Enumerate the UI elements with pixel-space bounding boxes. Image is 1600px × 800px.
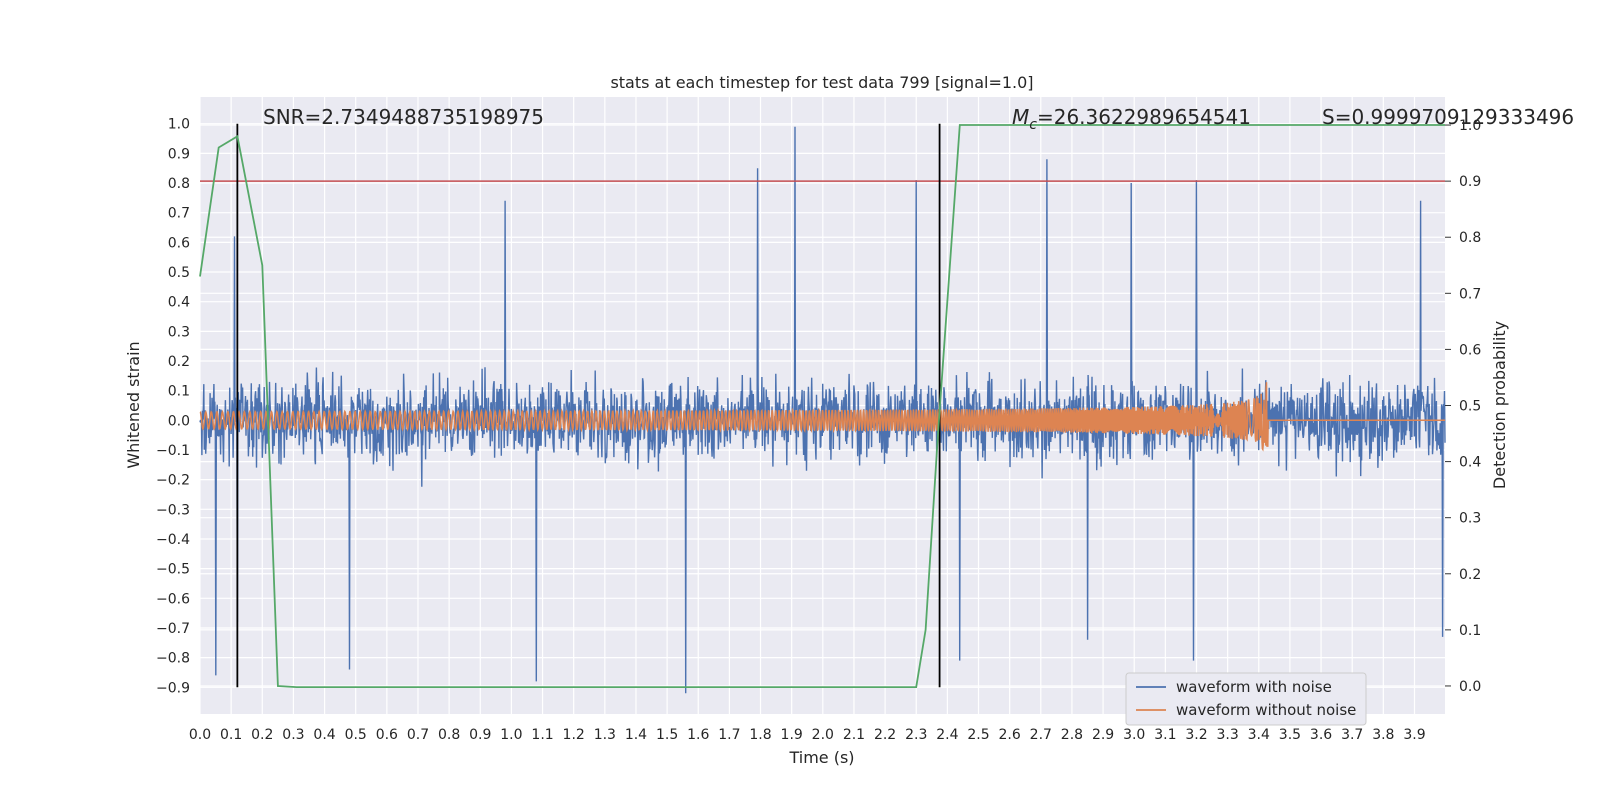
x-tick-label: 2.0	[812, 727, 834, 743]
x-tick-label: 2.2	[874, 727, 896, 743]
x-tick-label: 1.7	[718, 727, 740, 743]
y-tick-label: −0.5	[156, 562, 190, 578]
x-tick-label: 1.5	[656, 727, 678, 743]
x-tick-label: 0.7	[407, 727, 429, 743]
y2-tick-label: 0.4	[1459, 455, 1481, 471]
y2-tick-label: 0.1	[1459, 623, 1481, 639]
x-tick-label: 0.2	[251, 727, 273, 743]
chart-title: stats at each timestep for test data 799…	[610, 73, 1033, 92]
x-tick-label: 1.4	[625, 727, 647, 743]
legend: waveform with noise waveform without noi…	[1125, 672, 1367, 726]
y-tick-label: 0.4	[168, 295, 190, 311]
x-tick-label: 0.3	[282, 727, 304, 743]
y-tick-labels: 1.0 0.9 0.8 0.7 0.6 0.5 0.4 0.3 0.2 0.1 0.0 −0.1 −0.…	[156, 117, 190, 697]
x-tick-label: 2.9	[1092, 727, 1114, 743]
probability-series-line	[199, 124, 1445, 688]
signal-series-line	[199, 382, 1445, 452]
x-tick-label: 3.6	[1310, 727, 1332, 743]
chirp-mass-symbol: M	[1012, 105, 1029, 129]
y2-tick-labels: 1.0 0.9 0.8 0.7 0.6 0.5 0.4 0.3 0.2 0.1 0.0	[1445, 118, 1481, 695]
x-tick-label: 1.0	[500, 727, 522, 743]
x-tick-label: 3.1	[1154, 727, 1176, 743]
x-tick-label: 3.8	[1372, 727, 1394, 743]
x-tick-label: 1.9	[781, 727, 803, 743]
x-tick-label: 0.1	[220, 727, 242, 743]
x-tick-label: 1.6	[687, 727, 709, 743]
y-tick-label: 0.9	[168, 146, 190, 162]
y-tick-label: −0.8	[156, 651, 190, 667]
y-tick-label: −0.7	[156, 621, 190, 637]
y-tick-label: −0.3	[156, 502, 190, 518]
s-annotation: S=0.9999709129333496	[1322, 105, 1574, 129]
y2-tick-label: 1.0	[1459, 118, 1481, 134]
y2-tick-label: 0.7	[1459, 286, 1481, 302]
y2-tick-label: 0.5	[1459, 399, 1481, 415]
x-tick-label: 0.5	[345, 727, 367, 743]
x-tick-label: 2.3	[905, 727, 927, 743]
y-tick-label: −0.6	[156, 591, 190, 607]
chirp-mass-value: =26.3622989654541	[1037, 105, 1251, 129]
y-tick-label: −0.2	[156, 473, 190, 489]
x-tick-label: 3.7	[1341, 727, 1363, 743]
y2-tick-label: 0.9	[1459, 174, 1481, 190]
y-tick-label: 0.7	[168, 206, 190, 222]
y-tick-label: 1.0	[168, 117, 190, 133]
x-tick-label: 0.8	[438, 727, 460, 743]
x-tick-label: 2.5	[967, 727, 989, 743]
y2-axis-label: Detection probability	[1490, 321, 1509, 489]
x-tick-label: 3.2	[1185, 727, 1207, 743]
x-tick-label: 1.1	[531, 727, 553, 743]
x-tick-label: 3.4	[1248, 727, 1270, 743]
legend-label-signal: waveform without noise	[1176, 701, 1356, 719]
x-tick-label: 1.2	[563, 727, 585, 743]
chirp-mass-subscript: c	[1029, 117, 1037, 133]
chirp-mass-annotation: Mc=26.3622989654541	[1012, 105, 1251, 133]
x-tick-label: 0.4	[313, 727, 335, 743]
x-tick-label: 1.8	[749, 727, 771, 743]
y-tick-label: −0.9	[156, 680, 190, 696]
x-tick-label: 0.0	[189, 727, 211, 743]
y-tick-label: 0.2	[168, 354, 190, 370]
x-tick-labels: 0.0 0.1 0.2 0.3 0.4 0.5 0.6 0.7 0.8 0.9 1.0 1.1 1.2 1…	[189, 727, 1426, 743]
legend-label-noise: waveform with noise	[1176, 678, 1332, 696]
y-tick-label: 0.6	[168, 235, 190, 251]
x-tick-label: 0.6	[376, 727, 398, 743]
y2-tick-label: 0.6	[1459, 342, 1481, 358]
y2-tick-label: 0.0	[1459, 679, 1481, 695]
x-tick-label: 3.0	[1123, 727, 1145, 743]
y-tick-label: −0.1	[156, 443, 190, 459]
x-tick-label: 2.7	[1030, 727, 1052, 743]
y-tick-label: 0.3	[168, 324, 190, 340]
x-tick-label: 3.5	[1279, 727, 1301, 743]
x-tick-label: 2.6	[999, 727, 1021, 743]
grid-horizontal	[200, 123, 1445, 688]
x-axis-label: Time (s)	[788, 748, 854, 767]
y-tick-label: −0.4	[156, 532, 190, 548]
x-tick-label: 2.8	[1061, 727, 1083, 743]
x-tick-label: 2.4	[936, 727, 958, 743]
y-tick-label: 0.0	[168, 413, 190, 429]
y-axis-label: Whitened strain	[124, 341, 143, 468]
y-tick-label: 0.8	[168, 176, 190, 192]
x-tick-label: 2.1	[843, 727, 865, 743]
x-tick-label: 0.9	[469, 727, 491, 743]
y2-tick-label: 0.3	[1459, 511, 1481, 527]
y2-tick-label: 0.8	[1459, 230, 1481, 246]
x-tick-label: 1.3	[594, 727, 616, 743]
y-tick-label: 0.1	[168, 384, 190, 400]
y-tick-label: 0.5	[168, 265, 190, 281]
snr-annotation: SNR=2.7349488735198975	[263, 105, 544, 129]
y2-tick-label: 0.2	[1459, 567, 1481, 583]
x-tick-label: 3.9	[1403, 727, 1425, 743]
legend-box	[1125, 672, 1367, 726]
x-tick-label: 3.3	[1217, 727, 1239, 743]
